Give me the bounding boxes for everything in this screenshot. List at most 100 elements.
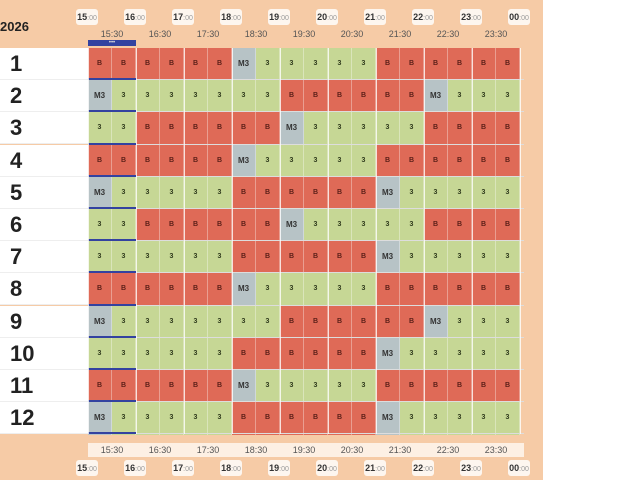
schedule-cell[interactable]: 3 xyxy=(112,402,136,436)
schedule-cell[interactable]: 3 xyxy=(352,48,376,81)
schedule-cell[interactable]: 3 xyxy=(400,402,424,436)
schedule-cell[interactable]: B xyxy=(232,337,256,371)
schedule-cell[interactable]: 3 xyxy=(112,241,136,275)
schedule-cell[interactable]: 3 xyxy=(304,112,328,146)
schedule-cell[interactable]: 3 xyxy=(472,241,496,275)
schedule-cell[interactable]: B xyxy=(328,402,352,436)
schedule-cell[interactable]: 3 xyxy=(424,337,448,371)
schedule-cell[interactable]: 3 xyxy=(136,402,160,436)
schedule-cell[interactable]: B xyxy=(280,80,304,114)
schedule-cell[interactable]: 3 xyxy=(304,273,328,307)
schedule-cell[interactable]: 3 xyxy=(328,370,352,403)
schedule-cell[interactable]: 3 xyxy=(256,273,280,307)
schedule-cell[interactable]: B xyxy=(496,112,520,146)
schedule-cell[interactable]: B xyxy=(136,273,160,307)
schedule-cell[interactable]: M3 xyxy=(424,80,448,114)
schedule-cell[interactable]: 3 xyxy=(136,176,160,210)
schedule-cell[interactable]: 3 xyxy=(352,144,376,178)
schedule-cell[interactable]: B xyxy=(232,176,256,210)
schedule-cell[interactable]: 3 xyxy=(376,112,400,146)
schedule-cell[interactable]: 3 xyxy=(232,80,256,114)
schedule-cell[interactable]: 3 xyxy=(496,241,520,275)
schedule-cell[interactable]: 3 xyxy=(328,209,352,242)
schedule-cell[interactable]: B xyxy=(136,112,160,146)
schedule-cell[interactable]: 3 xyxy=(208,80,232,114)
schedule-cell[interactable]: B xyxy=(400,370,424,403)
schedule-cell[interactable]: 3 xyxy=(136,241,160,275)
schedule-cell[interactable]: M3 xyxy=(232,273,256,307)
schedule-cell[interactable]: M3 xyxy=(88,402,112,436)
schedule-cell[interactable]: 3 xyxy=(160,305,184,339)
schedule-cell[interactable]: B xyxy=(472,48,496,81)
schedule-cell[interactable]: 3 xyxy=(112,209,136,242)
schedule-cell[interactable]: B xyxy=(184,273,208,307)
schedule-cell[interactable]: 3 xyxy=(472,337,496,371)
schedule-cell[interactable]: 3 xyxy=(352,370,376,403)
schedule-cell[interactable]: B xyxy=(376,273,400,307)
schedule-cell[interactable]: 3 xyxy=(232,305,256,339)
schedule-cell[interactable]: B xyxy=(208,144,232,178)
schedule-cell[interactable]: B xyxy=(400,80,424,114)
schedule-cell[interactable]: 3 xyxy=(88,209,112,242)
schedule-cell[interactable]: B xyxy=(448,112,472,146)
schedule-cell[interactable]: M3 xyxy=(280,112,304,146)
schedule-cell[interactable]: 3 xyxy=(352,112,376,146)
schedule-cell[interactable]: 3 xyxy=(448,176,472,210)
schedule-cell[interactable]: M3 xyxy=(376,402,400,436)
schedule-cell[interactable]: 3 xyxy=(304,48,328,81)
schedule-cell[interactable]: 3 xyxy=(112,112,136,146)
schedule-cell[interactable]: 3 xyxy=(112,337,136,371)
schedule-cell[interactable]: B xyxy=(280,176,304,210)
schedule-cell[interactable]: 3 xyxy=(88,112,112,146)
schedule-cell[interactable]: M3 xyxy=(232,48,256,81)
schedule-cell[interactable]: 3 xyxy=(280,48,304,81)
schedule-cell[interactable]: B xyxy=(136,144,160,178)
schedule-cell[interactable]: 3 xyxy=(448,337,472,371)
schedule-cell[interactable]: 3 xyxy=(184,402,208,436)
schedule-cell[interactable]: 3 xyxy=(448,402,472,436)
schedule-cell[interactable]: 3 xyxy=(256,305,280,339)
schedule-cell[interactable]: B xyxy=(304,80,328,114)
schedule-cell[interactable]: B xyxy=(424,209,448,242)
schedule-cell[interactable]: M3 xyxy=(424,305,448,339)
schedule-cell[interactable]: B xyxy=(496,144,520,178)
schedule-cell[interactable]: B xyxy=(352,305,376,339)
schedule-cell[interactable]: 3 xyxy=(304,370,328,403)
schedule-cell[interactable]: 3 xyxy=(184,337,208,371)
schedule-cell[interactable]: B xyxy=(304,402,328,436)
schedule-cell[interactable]: B xyxy=(256,176,280,210)
schedule-cell[interactable]: B xyxy=(280,241,304,275)
schedule-cell[interactable]: B xyxy=(400,305,424,339)
schedule-cell[interactable]: B xyxy=(232,112,256,146)
schedule-cell[interactable]: B xyxy=(136,370,160,403)
schedule-cell[interactable]: B xyxy=(304,176,328,210)
schedule-cell[interactable]: B xyxy=(472,144,496,178)
schedule-cell[interactable]: B xyxy=(88,273,112,307)
schedule-cell[interactable]: B xyxy=(136,48,160,81)
schedule-cell[interactable]: 3 xyxy=(160,402,184,436)
schedule-cell[interactable]: B xyxy=(184,112,208,146)
schedule-cell[interactable]: B xyxy=(184,144,208,178)
schedule-cell[interactable]: 3 xyxy=(304,144,328,178)
schedule-cell[interactable]: 3 xyxy=(496,305,520,339)
schedule-cell[interactable]: B xyxy=(400,273,424,307)
schedule-cell[interactable]: 3 xyxy=(184,305,208,339)
schedule-cell[interactable]: B xyxy=(160,209,184,242)
schedule-cell[interactable]: 3 xyxy=(256,80,280,114)
schedule-cell[interactable]: 3 xyxy=(160,176,184,210)
schedule-cell[interactable]: B xyxy=(256,112,280,146)
schedule-cell[interactable]: B xyxy=(208,48,232,81)
schedule-cell[interactable]: 3 xyxy=(328,144,352,178)
schedule-cell[interactable]: 3 xyxy=(88,337,112,371)
schedule-cell[interactable]: B xyxy=(472,112,496,146)
schedule-cell[interactable]: 3 xyxy=(328,273,352,307)
schedule-cell[interactable]: B xyxy=(112,48,136,81)
schedule-cell[interactable]: B xyxy=(328,241,352,275)
schedule-cell[interactable]: B xyxy=(472,273,496,307)
schedule-cell[interactable]: B xyxy=(328,176,352,210)
schedule-cell[interactable]: 3 xyxy=(208,241,232,275)
schedule-cell[interactable]: 3 xyxy=(160,337,184,371)
schedule-cell[interactable]: 3 xyxy=(280,144,304,178)
schedule-cell[interactable]: 3 xyxy=(304,209,328,242)
schedule-cell[interactable]: B xyxy=(496,370,520,403)
